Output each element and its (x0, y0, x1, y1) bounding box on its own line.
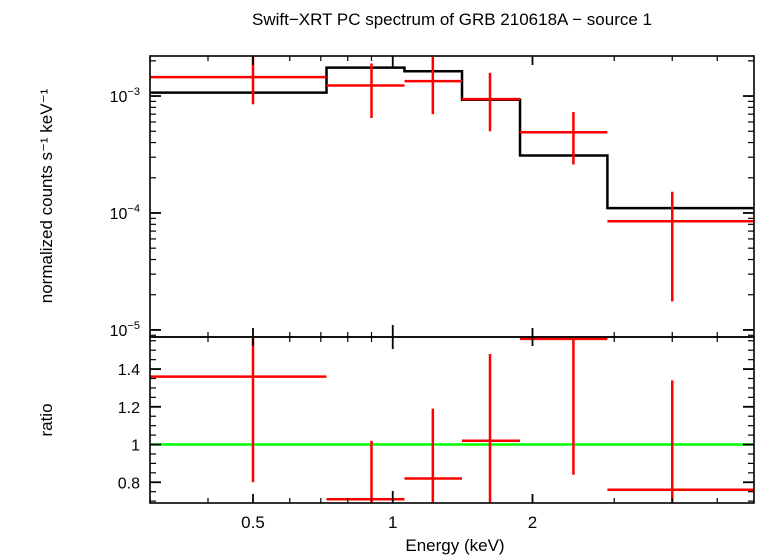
ratio-y-tick-label: 1.2 (118, 400, 140, 417)
spectrum-data-point (462, 72, 521, 132)
spectrum-data-point (520, 112, 608, 165)
ratio-y-tick-label: 1.4 (118, 362, 140, 379)
spectrum-data-point (607, 191, 754, 302)
ratio-data-point (326, 440, 405, 503)
spectrum-y-tick-label: 10−5 (110, 320, 140, 340)
spectrum-y-tick-label: 10−4 (110, 203, 140, 223)
spectrum-frame (149, 55, 755, 338)
x-axis-label: Energy (keV) (405, 536, 504, 555)
plot-layer: 10−3 10−4 10−5 0.5 1 2 0.8 1 1.2 1.4 (110, 55, 755, 532)
spectrum-marks (150, 56, 754, 302)
ratio-data-point (150, 337, 327, 483)
spectrum-y-axis-label: normalized counts s⁻¹ keV⁻¹ (37, 88, 56, 303)
spectrum-data-point (404, 56, 463, 115)
ratio-y-tick-label: 1 (131, 438, 140, 455)
spectrum-y-tick-label: 10−3 (110, 86, 140, 106)
ratio-data-point (520, 337, 608, 475)
ratio-data-point (607, 380, 754, 503)
spectrum-panel: 10−3 10−4 10−5 (110, 55, 755, 340)
spectrum-data-point (150, 56, 327, 105)
ratio-frame (149, 336, 755, 504)
ratio-panel: 0.5 1 2 0.8 1 1.2 1.4 (118, 336, 755, 532)
ratio-marks (150, 337, 754, 503)
ratio-data-point (462, 353, 521, 503)
x-tick-label: 0.5 (241, 513, 265, 532)
chart-title: Swift−XRT PC spectrum of GRB 210618A − s… (252, 10, 652, 29)
ratio-y-axis-label: ratio (37, 403, 56, 436)
spectrum-data-point (326, 63, 405, 118)
x-tick-label: 1 (388, 513, 397, 532)
ratio-y-tick-label: 0.8 (118, 475, 140, 492)
x-tick-label: 2 (528, 513, 537, 532)
ratio-data-point (404, 408, 463, 503)
spectrum-model-step-line (150, 66, 754, 210)
